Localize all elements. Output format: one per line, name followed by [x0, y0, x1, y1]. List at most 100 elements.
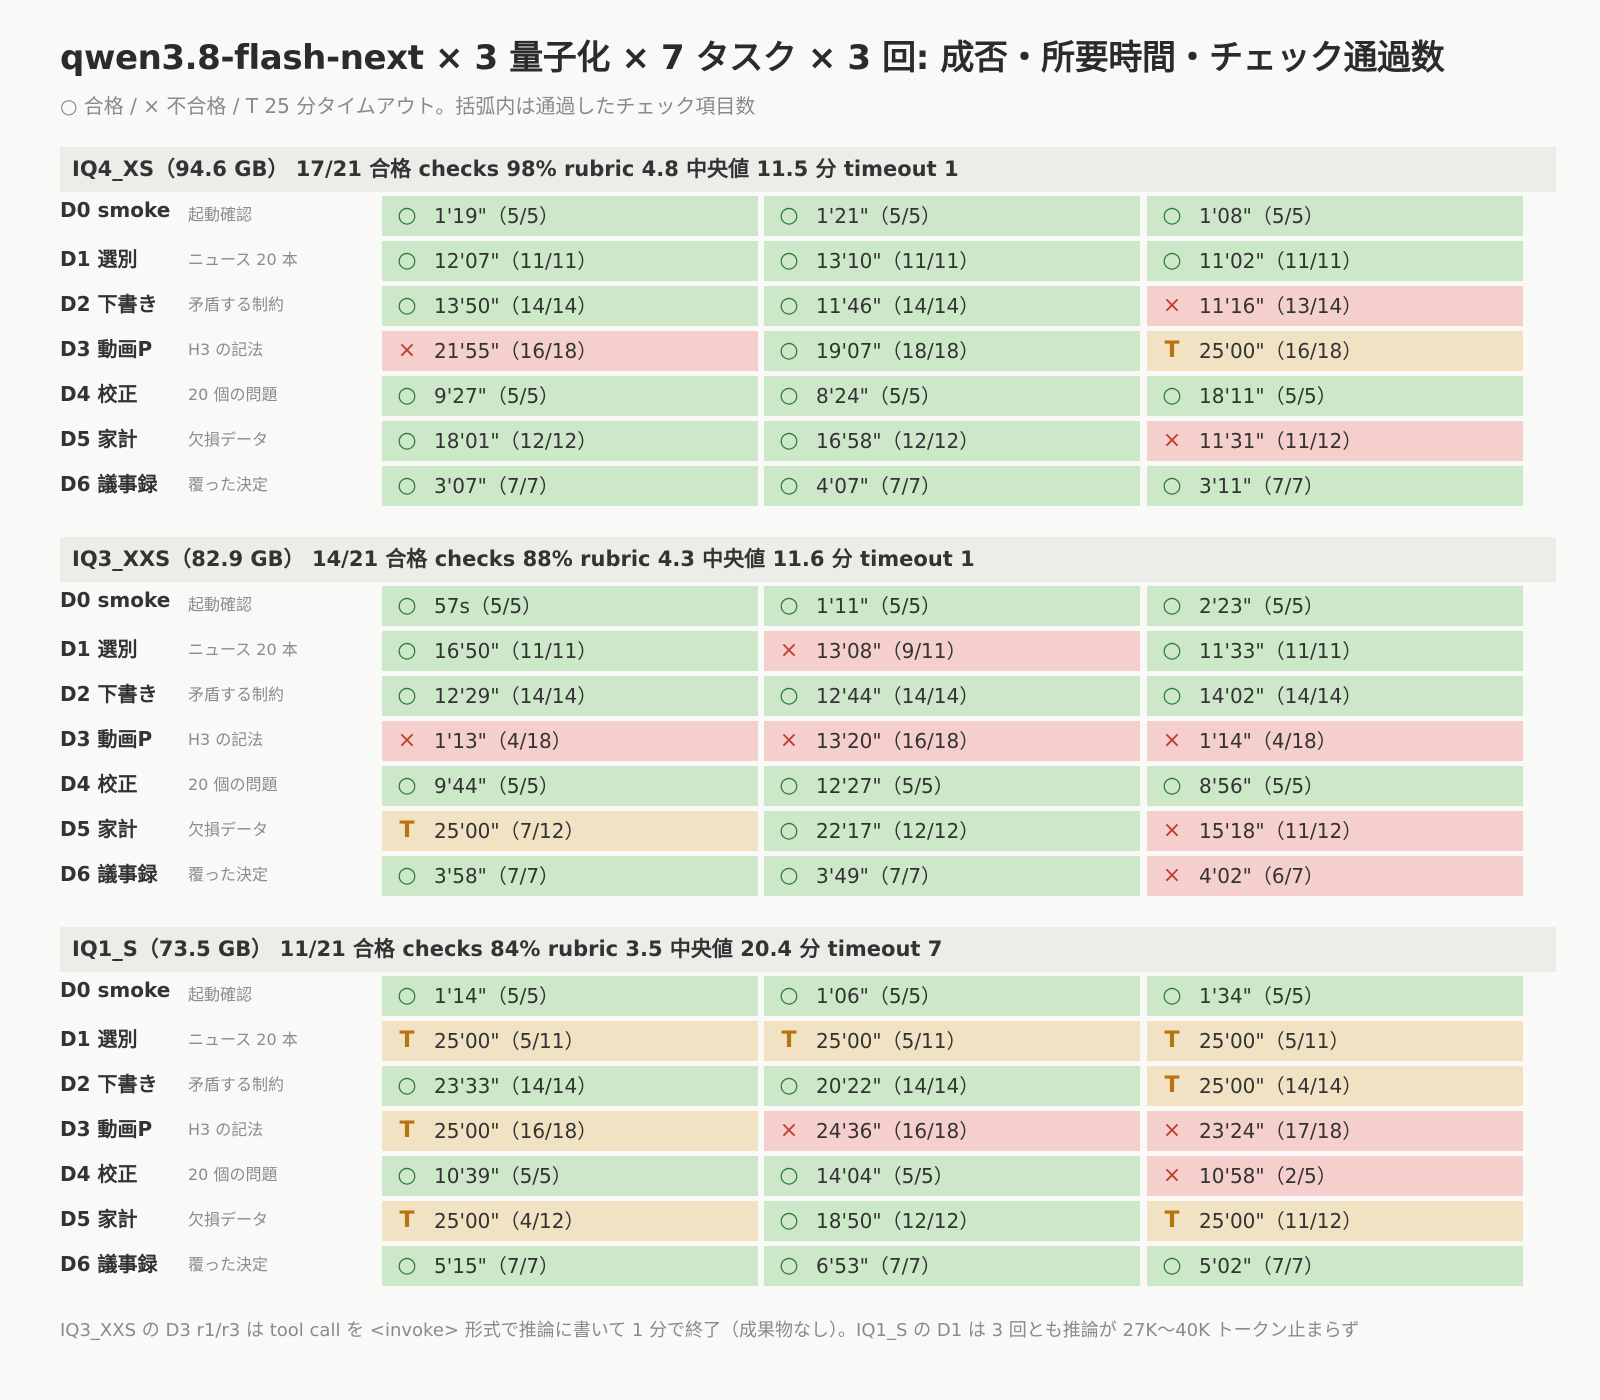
result-value: 12'44"（14/14） — [816, 684, 980, 708]
table-row: D4 校正 20 個の問題 ○ 9'44"（5/5） ○ 12'27"（5/5） ○ 8'56… — [60, 762, 1556, 807]
task-description: 覆った決定 — [188, 1255, 269, 1274]
task-id: D4 校正 — [60, 382, 138, 406]
result-value: 1'08"（5/5） — [1199, 204, 1325, 228]
result-cell: ○ 12'44"（14/14） — [764, 676, 1140, 716]
result-cell: × 13'08"（9/11） — [764, 631, 1140, 671]
result-value: 1'34"（5/5） — [1199, 984, 1325, 1008]
result-cell: ○ 1'06"（5/5） — [764, 976, 1140, 1016]
fail-mark-icon: × — [397, 338, 417, 363]
pass-mark-icon: ○ — [1162, 983, 1182, 1008]
result-value: 12'27"（5/5） — [816, 774, 954, 798]
task-id: D1 選別 — [60, 637, 138, 661]
pass-mark-icon: ○ — [779, 593, 799, 618]
result-cell: ○ 18'01"（12/12） — [382, 421, 758, 461]
figure-subtitle: ○ 合格 / × 不合格 / T 25 分タイムアウト。括弧内は通過したチェック… — [60, 94, 756, 118]
result-cell: ○ 9'44"（5/5） — [382, 766, 758, 806]
task-description: 矛盾する制約 — [188, 685, 285, 704]
table-row: D1 選別 ニュース 20 本 ○ 12'07"（11/11） ○ 13'10"（11/1… — [60, 237, 1556, 282]
result-cell: × 10'58"（2/5） — [1147, 1156, 1523, 1196]
result-cell: ○ 16'50"（11/11） — [382, 631, 758, 671]
pass-mark-icon: ○ — [1162, 683, 1182, 708]
result-value: 25'00"（5/11） — [816, 1029, 967, 1053]
table-row: D2 下書き 矛盾する制約 ○ 23'33"（14/14） ○ 20'22"（14/14）… — [60, 1062, 1556, 1107]
table-row: D1 選別 ニュース 20 本 T 25'00"（5/11） T 25'00"（5/11）… — [60, 1017, 1556, 1062]
result-value: 1'21"（5/5） — [816, 204, 942, 228]
table-row: D2 下書き 矛盾する制約 ○ 12'29"（14/14） ○ 12'44"（14/14）… — [60, 672, 1556, 717]
result-value: 3'07"（7/7） — [434, 474, 560, 498]
result-value: 1'11"（5/5） — [816, 594, 942, 618]
table-row: D2 下書き 矛盾する制約 ○ 13'50"（14/14） ○ 11'46"（14/14）… — [60, 282, 1556, 327]
result-cell: × 11'31"（11/12） — [1147, 421, 1523, 461]
result-cell: ○ 6'53"（7/7） — [764, 1246, 1140, 1286]
pass-mark-icon: ○ — [779, 248, 799, 273]
result-cell: ○ 9'27"（5/5） — [382, 376, 758, 416]
result-value: 18'01"（12/12） — [434, 429, 598, 453]
result-value: 11'33"（11/11） — [1199, 639, 1363, 663]
pass-mark-icon: ○ — [1162, 1253, 1182, 1278]
pass-mark-icon: ○ — [1162, 593, 1182, 618]
task-description: 20 個の問題 — [188, 775, 278, 794]
result-value: 11'46"（14/14） — [816, 294, 980, 318]
result-value: 1'13"（4/18） — [434, 729, 572, 753]
pass-mark-icon: ○ — [779, 1073, 799, 1098]
result-value: 5'15"（7/7） — [434, 1254, 560, 1278]
table-row: D5 家計 欠損データ T 25'00"（4/12） ○ 18'50"（12/12） T 25… — [60, 1197, 1556, 1242]
result-value: 20'22"（14/14） — [816, 1074, 980, 1098]
timeout-mark-icon: T — [1164, 1028, 1180, 1053]
task-id: D0 smoke — [60, 198, 171, 222]
pass-mark-icon: ○ — [397, 203, 417, 228]
result-value: 9'44"（5/5） — [434, 774, 560, 798]
task-id: D1 選別 — [60, 247, 138, 271]
result-value: 1'06"（5/5） — [816, 984, 942, 1008]
pass-mark-icon: ○ — [1162, 248, 1182, 273]
quant-section: IQ3_XXS（82.9 GB） 14/21 合格 checks 88% rub… — [60, 537, 1556, 897]
result-value: 3'11"（7/7） — [1199, 474, 1325, 498]
fail-mark-icon: × — [1162, 1118, 1182, 1143]
result-value: 6'53"（7/7） — [816, 1254, 942, 1278]
result-value: 11'16"（13/14） — [1199, 294, 1363, 318]
section-header: IQ3_XXS（82.9 GB） 14/21 合格 checks 88% rub… — [60, 537, 1556, 582]
task-id: D6 議事録 — [60, 862, 158, 886]
result-cell: × 11'16"（13/14） — [1147, 286, 1523, 326]
result-cell: × 15'18"（11/12） — [1147, 811, 1523, 851]
pass-mark-icon: ○ — [397, 383, 417, 408]
result-cell: × 24'36"（16/18） — [764, 1111, 1140, 1151]
result-cell: ○ 5'15"（7/7） — [382, 1246, 758, 1286]
result-cell: ○ 10'39"（5/5） — [382, 1156, 758, 1196]
pass-mark-icon: ○ — [779, 473, 799, 498]
result-cell: ○ 12'27"（5/5） — [764, 766, 1140, 806]
task-description: 20 個の問題 — [188, 385, 278, 404]
result-value: 13'50"（14/14） — [434, 294, 598, 318]
result-cell: × 13'20"（16/18） — [764, 721, 1140, 761]
result-cell: T 25'00"（11/12） — [1147, 1201, 1523, 1241]
task-id: D2 下書き — [60, 1072, 158, 1096]
task-id: D2 下書き — [60, 682, 158, 706]
pass-mark-icon: ○ — [397, 593, 417, 618]
pass-mark-icon: ○ — [397, 638, 417, 663]
pass-mark-icon: ○ — [397, 428, 417, 453]
table-row: D0 smoke 起動確認 ○ 1'19"（5/5） ○ 1'21"（5/5） ○ 1'08"… — [60, 192, 1556, 237]
table-row: D0 smoke 起動確認 ○ 1'14"（5/5） ○ 1'06"（5/5） ○ 1'34"… — [60, 972, 1556, 1017]
timeout-mark-icon: T — [1164, 338, 1180, 363]
result-cell: × 1'14"（4/18） — [1147, 721, 1523, 761]
result-value: 1'14"（4/18） — [1199, 729, 1337, 753]
pass-mark-icon: ○ — [397, 683, 417, 708]
result-value: 11'31"（11/12） — [1199, 429, 1363, 453]
result-value: 25'00"（4/12） — [434, 1209, 585, 1233]
table-row: D1 選別 ニュース 20 本 ○ 16'50"（11/11） × 13'08"（9/11… — [60, 627, 1556, 672]
table-row: D5 家計 欠損データ ○ 18'01"（12/12） ○ 16'58"（12/12） × 1… — [60, 417, 1556, 462]
result-cell: ○ 1'08"（5/5） — [1147, 196, 1523, 236]
result-value: 8'56"（5/5） — [1199, 774, 1325, 798]
result-value: 12'07"（11/11） — [434, 249, 598, 273]
figure-title: qwen3.8-flash-next × 3 量子化 × 7 タスク × 3 回… — [60, 38, 1445, 78]
result-cell: ○ 8'24"（5/5） — [764, 376, 1140, 416]
pass-mark-icon: ○ — [779, 203, 799, 228]
task-id: D3 動画P — [60, 1117, 153, 1141]
result-cell: ○ 1'34"（5/5） — [1147, 976, 1523, 1016]
result-cell: ○ 1'19"（5/5） — [382, 196, 758, 236]
result-value: 11'02"（11/11） — [1199, 249, 1363, 273]
pass-mark-icon: ○ — [1162, 203, 1182, 228]
fail-mark-icon: × — [779, 638, 799, 663]
timeout-mark-icon: T — [1164, 1073, 1180, 1098]
